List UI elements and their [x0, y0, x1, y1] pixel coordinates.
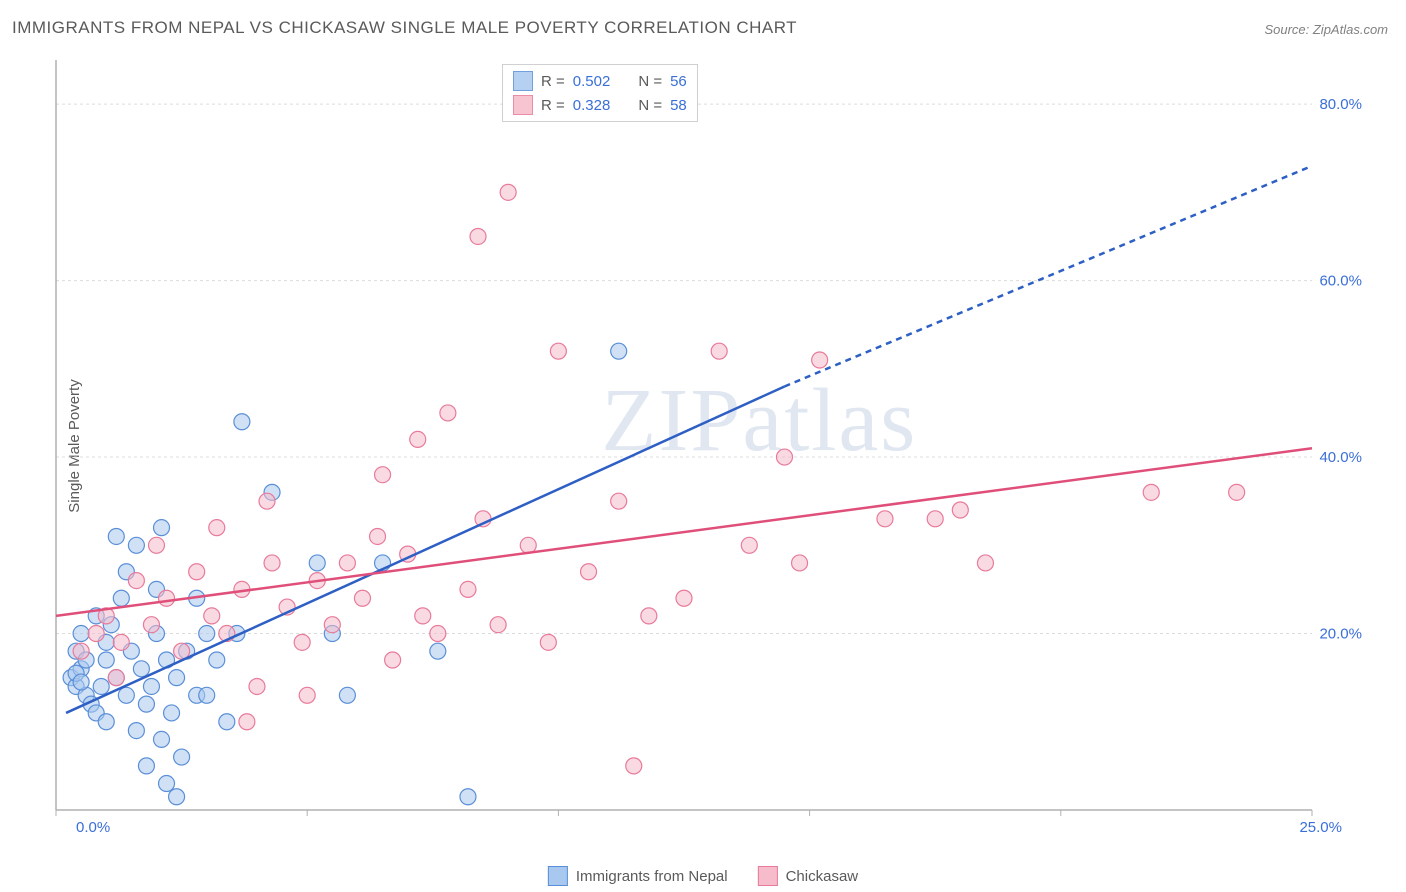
- series-legend: Immigrants from Nepal Chickasaw: [548, 866, 858, 886]
- svg-text:20.0%: 20.0%: [1319, 626, 1362, 643]
- correlation-legend: R = 0.502 N = 56 R = 0.328 N = 58: [502, 64, 698, 122]
- svg-text:80.0%: 80.0%: [1319, 96, 1362, 113]
- swatch-icon: [513, 71, 533, 91]
- swatch-icon: [513, 95, 533, 115]
- n-value: 56: [670, 73, 687, 90]
- svg-text:60.0%: 60.0%: [1319, 273, 1362, 290]
- plot-area: 20.0% 40.0% 60.0% 80.0% 0.0% 25.0% ZIPatlas R …: [52, 50, 1392, 840]
- legend-label: Chickasaw: [786, 868, 859, 885]
- r-label: R =: [541, 73, 565, 90]
- svg-text:0.0%: 0.0%: [76, 819, 110, 836]
- svg-text:ZIPatlas: ZIPatlas: [601, 371, 917, 470]
- scatter-chart: 20.0% 40.0% 60.0% 80.0% 0.0% 25.0% ZIPatlas: [52, 50, 1392, 840]
- legend-item-chickasaw: Chickasaw: [758, 866, 859, 886]
- swatch-icon: [758, 866, 778, 886]
- r-value: 0.502: [573, 73, 611, 90]
- n-value: 58: [670, 97, 687, 114]
- legend-item-nepal: Immigrants from Nepal: [548, 866, 728, 886]
- legend-row: R = 0.328 N = 58: [513, 93, 687, 117]
- r-value: 0.328: [573, 97, 611, 114]
- svg-text:40.0%: 40.0%: [1319, 449, 1362, 466]
- svg-text:25.0%: 25.0%: [1299, 819, 1342, 836]
- chart-title: IMMIGRANTS FROM NEPAL VS CHICKASAW SINGL…: [12, 18, 797, 38]
- r-label: R =: [541, 97, 565, 114]
- legend-row: R = 0.502 N = 56: [513, 69, 687, 93]
- n-label: N =: [638, 73, 662, 90]
- swatch-icon: [548, 866, 568, 886]
- n-label: N =: [638, 97, 662, 114]
- legend-label: Immigrants from Nepal: [576, 868, 728, 885]
- source-label: Source: ZipAtlas.com: [1264, 22, 1388, 37]
